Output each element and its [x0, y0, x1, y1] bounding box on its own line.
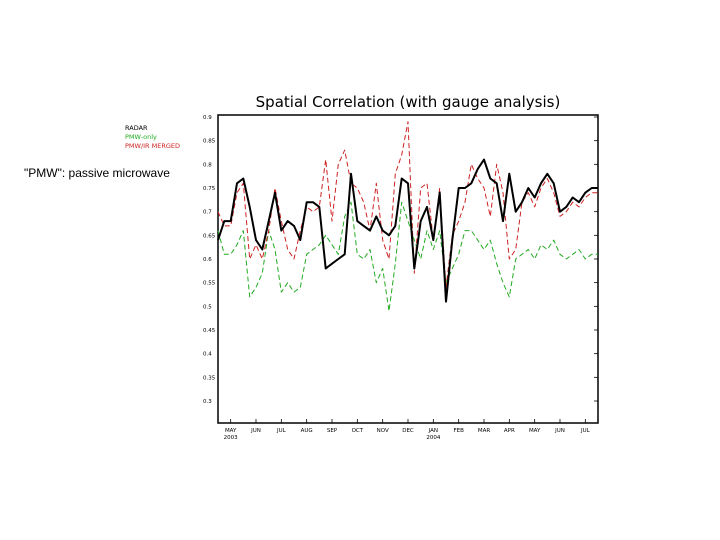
- x-tick-label: SEP: [327, 428, 338, 434]
- chart-title: Spatial Correlation (with gauge analysis…: [256, 93, 561, 111]
- y-tick-label: 0.45: [203, 328, 216, 334]
- series-group: [217, 121, 598, 312]
- legend-pmw-ir-merged: PMW/IR MERGED: [125, 142, 180, 150]
- series-line-radar: [217, 158, 598, 303]
- x-tick-label: DEC: [402, 428, 414, 434]
- x-tick-label: MAY: [225, 428, 237, 434]
- x-tick-label: NOV: [377, 428, 389, 434]
- y-tick-label: 0.35: [203, 375, 216, 381]
- series-line-pmw-only: [217, 201, 598, 312]
- y-tick-label: 0.5: [203, 304, 212, 310]
- x-tick-label: MAR: [478, 428, 491, 434]
- y-tick-label: 0.4: [203, 352, 212, 358]
- x-tick-year: 2003: [224, 435, 238, 441]
- y-tick-label: 0.75: [203, 186, 216, 192]
- y-axis: 0.9 0.85 0.8 0.75 0.7 0.65 0.6 0.55 0.5 0.45 0.4 0.…: [203, 115, 598, 405]
- y-tick-label: 0.9: [203, 115, 212, 121]
- legend-pmw-only: PMW-only: [125, 133, 157, 141]
- x-tick-label: JUN: [554, 428, 565, 434]
- legend-radar: RADAR: [125, 124, 148, 132]
- x-tick-label: JUL: [580, 428, 591, 434]
- x-tick-label: FEB: [453, 428, 464, 434]
- y-tick-label: 0.85: [203, 139, 216, 145]
- x-tick-label: APR: [504, 428, 515, 434]
- y-tick-label: 0.6: [203, 257, 212, 263]
- series-line-pmw-ir-merged: [217, 121, 598, 288]
- x-tick-label: MAY: [529, 428, 541, 434]
- y-tick-label: 0.7: [203, 210, 212, 216]
- y-tick-label: 0.3: [203, 399, 212, 405]
- x-tick-year: 2004: [426, 435, 440, 441]
- x-tick-label: JUN: [250, 428, 261, 434]
- pmw-note: "PMW": passive microwave: [24, 166, 170, 180]
- y-tick-label: 0.55: [203, 281, 216, 287]
- plot-frame: [217, 114, 599, 424]
- x-tick-label: JAN: [428, 428, 438, 434]
- x-tick-label: JUL: [276, 428, 287, 434]
- x-tick-label: OCT: [352, 428, 364, 434]
- x-tick-label: AUG: [301, 428, 313, 434]
- y-tick-label: 0.65: [203, 233, 216, 239]
- y-tick-label: 0.8: [203, 162, 212, 168]
- legend: RADAR PMW-only PMW/IR MERGED: [125, 124, 180, 150]
